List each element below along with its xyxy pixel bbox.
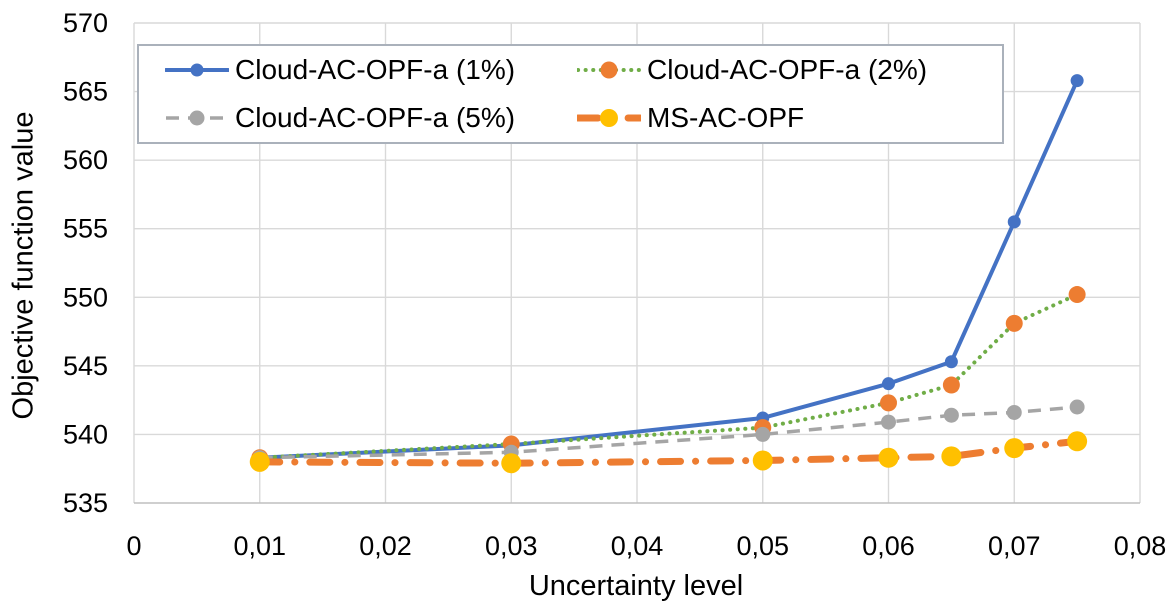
- series-marker-ms-ac-opf: [501, 453, 522, 474]
- series-marker-cloud-ac-opf-a-5: [1006, 404, 1022, 420]
- legend-sample-icon: [577, 109, 641, 127]
- x-tick-label: 0,06: [862, 531, 915, 561]
- legend-sample-icon: [165, 63, 229, 77]
- series-marker-cloud-ac-opf-a-5: [755, 426, 771, 442]
- y-axis-title: Objective function value: [7, 111, 40, 420]
- legend-label: Cloud-AC-OPF-a (1%): [235, 54, 516, 85]
- series-line-cloud-ac-opf-a-2: [257, 292, 1080, 460]
- legend-label: MS-AC-OPF: [647, 102, 805, 133]
- series-marker-cloud-ac-opf-a-1: [882, 377, 895, 391]
- y-tick-label: 550: [63, 282, 108, 312]
- x-tick-label: 0,03: [485, 531, 538, 561]
- legend-item-cloud-ac-opf-a-1pct: Cloud-AC-OPF-a (1%): [165, 54, 577, 86]
- y-tick-label: 545: [63, 351, 108, 381]
- x-tick-label: 0,05: [736, 531, 789, 561]
- x-axis-title: Uncertainty level: [528, 570, 744, 602]
- x-tick-label: 0: [126, 531, 141, 561]
- legend-item-cloud-ac-opf-a-2pct: Cloud-AC-OPF-a (2%): [577, 54, 1002, 86]
- series-marker-cloud-ac-opf-a-1: [1070, 74, 1084, 88]
- series-marker-cloud-ac-opf-a-2: [880, 394, 897, 412]
- series-marker-cloud-ac-opf-a-2: [1068, 286, 1086, 304]
- y-tick-label: 560: [63, 145, 108, 175]
- series-marker-cloud-ac-opf-a-1: [944, 355, 958, 369]
- x-tick-label: 0,07: [988, 531, 1041, 561]
- x-tick-label: 0,04: [611, 531, 664, 561]
- series-marker-ms-ac-opf: [752, 450, 773, 471]
- legend-sample-icon: [577, 61, 641, 79]
- series-marker-cloud-ac-opf-a-5: [1069, 399, 1085, 415]
- y-tick-label: 535: [63, 488, 108, 518]
- legend-item-cloud-ac-opf-a-5pct: Cloud-AC-OPF-a (5%): [165, 102, 577, 134]
- y-tick-label: 540: [63, 419, 108, 449]
- series-marker-ms-ac-opf: [249, 451, 270, 472]
- x-tick-label: 0,01: [233, 531, 286, 561]
- x-tick-label: 0,02: [359, 531, 412, 561]
- legend: Cloud-AC-OPF-a (1%) Cloud-AC-OPF-a (2%) …: [137, 44, 1004, 144]
- x-tick-label: 0,08: [1114, 531, 1167, 561]
- y-tick-label: 565: [63, 77, 108, 107]
- series-marker-cloud-ac-opf-a-5: [881, 414, 896, 430]
- series-marker-ms-ac-opf: [941, 446, 962, 467]
- series-marker-cloud-ac-opf-a-2: [1005, 314, 1023, 332]
- series-marker-ms-ac-opf: [1004, 438, 1025, 459]
- legend-item-ms-ac-opf: MS-AC-OPF: [577, 102, 1002, 134]
- legend-sample-icon: [166, 110, 228, 126]
- y-tick-label: 555: [63, 214, 108, 244]
- series-marker-ms-ac-opf: [1067, 431, 1088, 452]
- series-marker-cloud-ac-opf-a-5: [943, 407, 959, 423]
- legend-label: Cloud-AC-OPF-a (5%): [235, 102, 516, 133]
- series-marker-cloud-ac-opf-a-2: [942, 376, 960, 394]
- legend-label: Cloud-AC-OPF-a (2%): [647, 54, 928, 85]
- series-marker-ms-ac-opf: [878, 447, 899, 468]
- series-marker-cloud-ac-opf-a-1: [1007, 215, 1021, 229]
- y-tick-label: 570: [63, 8, 108, 38]
